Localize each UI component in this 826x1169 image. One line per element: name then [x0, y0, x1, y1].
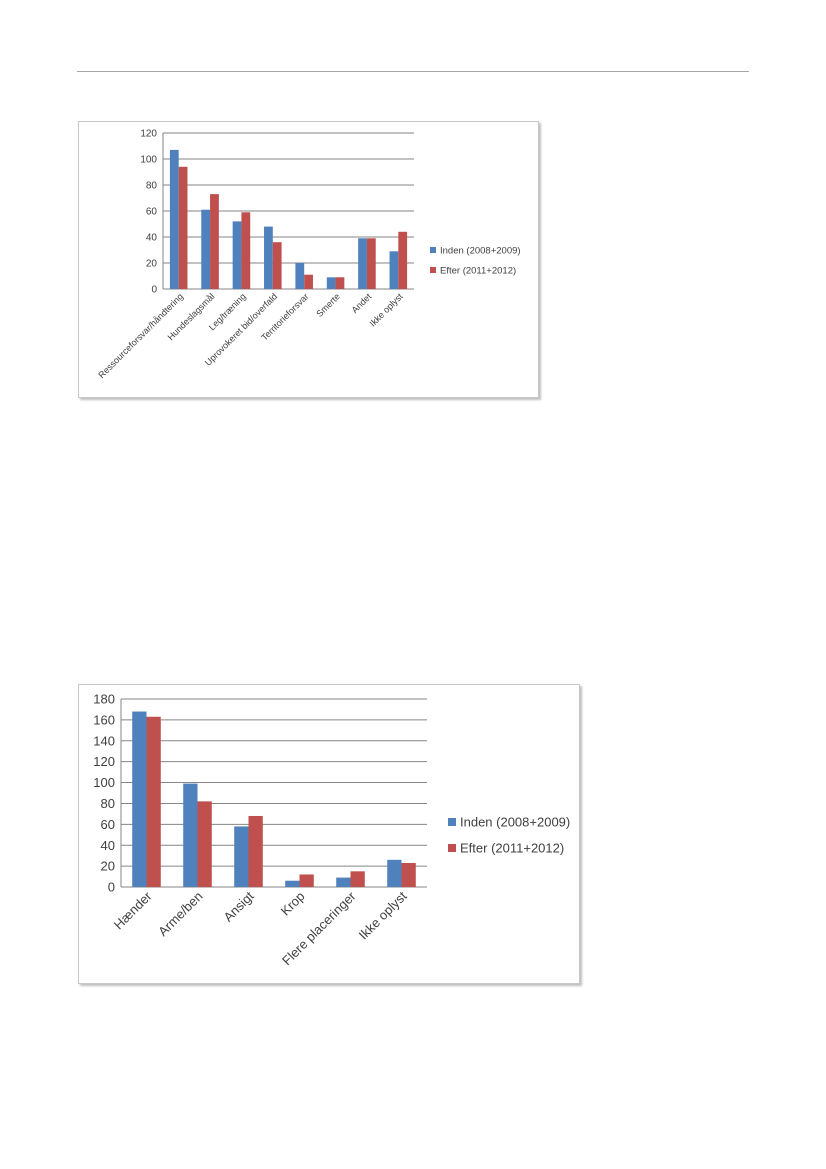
legend-label: Inden (2008+2009)	[440, 245, 521, 256]
y-tick-label: 120	[140, 129, 157, 140]
bar-efter	[146, 716, 161, 887]
y-tick-label: 60	[146, 207, 158, 218]
legend-swatch	[448, 844, 456, 852]
bar-efter	[401, 862, 416, 887]
legend-swatch	[430, 267, 436, 273]
y-tick-label: 40	[146, 233, 158, 244]
bar-inden	[132, 711, 147, 887]
legend-swatch	[430, 247, 436, 253]
bar-inden	[295, 263, 305, 289]
chart-bite-locations-svg: 0 20 40 60 80 100 120 140 160 180 Hænder Arme/ben An…	[93, 692, 570, 969]
header-rule	[77, 71, 749, 72]
bar-efter	[197, 801, 212, 887]
y-tick-label: 0	[151, 285, 157, 296]
bar-efter	[248, 815, 263, 887]
legend-swatch	[448, 818, 456, 826]
bar-inden	[264, 226, 273, 289]
y-tick-label: 140	[93, 733, 115, 748]
bar-efter	[398, 231, 408, 289]
y-tick-label: 100	[93, 775, 115, 790]
bar-inden	[201, 209, 211, 289]
y-tick-label: 100	[140, 155, 157, 166]
bar-inden	[336, 877, 351, 887]
chart-bite-causes-svg: 020406080100120Ressourceforsvar/håndteri…	[96, 129, 521, 381]
chart-bite-causes: 0 20 40 60 80 100 120 Ressourceforsvar/håndteri…	[78, 121, 539, 398]
y-tick-label: 0	[108, 880, 115, 895]
category-label: Ikke oplyst	[368, 291, 405, 328]
y-tick-label: 180	[93, 692, 115, 707]
y-tick-label: 20	[101, 859, 115, 874]
chart-bite-locations: 0 20 40 60 80 100 120 140 160 180 Hænder Arme/ben An…	[78, 684, 580, 984]
bar-inden	[169, 149, 179, 289]
category-label: Krop	[278, 889, 308, 919]
legend-label: Inden (2008+2009)	[460, 815, 570, 830]
bar-efter	[335, 277, 345, 289]
y-tick-label: 120	[93, 754, 115, 769]
y-tick-label: 20	[146, 259, 158, 270]
bar-efter	[304, 274, 313, 289]
category-label: Arme/ben	[155, 889, 205, 939]
y-tick-label: 60	[101, 817, 115, 832]
category-label: Andet	[350, 291, 374, 315]
category-label: Smerte	[314, 291, 342, 319]
bar-inden	[285, 880, 300, 887]
bar-efter	[241, 212, 251, 289]
y-tick-label: 160	[93, 712, 115, 727]
bar-efter	[210, 194, 219, 289]
bar-inden	[183, 783, 198, 887]
legend-label: Efter (2011+2012)	[440, 265, 516, 276]
bar-inden	[358, 238, 367, 289]
category-label: Ikke oplyst	[356, 888, 410, 942]
bar-inden	[234, 826, 249, 887]
bar-efter	[366, 238, 376, 289]
bar-efter	[350, 871, 365, 887]
legend-label: Efter (2011+2012)	[460, 841, 564, 856]
bar-efter	[272, 242, 282, 289]
bar-efter	[299, 874, 314, 887]
bar-inden	[232, 221, 242, 289]
bar-inden	[387, 859, 402, 887]
y-tick-label: 80	[146, 181, 158, 192]
bar-inden	[389, 251, 399, 289]
y-tick-label: 80	[101, 796, 115, 811]
y-tick-label: 40	[101, 838, 115, 853]
category-label: Ansigt	[220, 888, 256, 924]
bar-inden	[326, 277, 336, 289]
category-label: Hænder	[111, 888, 155, 932]
bar-efter	[178, 166, 188, 289]
